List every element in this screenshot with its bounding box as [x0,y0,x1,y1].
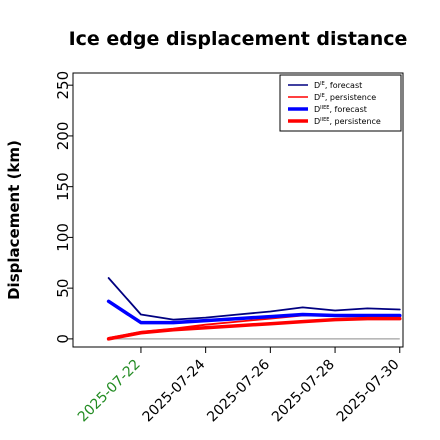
x-tick-label: 2025-07-24 [140,356,209,425]
x-tick-label: 2025-07-28 [269,357,338,426]
legend-label: DIIEE, persistence [314,117,381,126]
series-line-1 [107,277,401,321]
y-tick-label: 250 [54,71,72,100]
y-tick-label: 200 [54,122,72,151]
legend-label: DIE, persistence [314,93,376,102]
legend-label: DIIEE, forecast [314,105,367,114]
legend: DIE, forecast DIE, persistence DIIEE, fore… [279,74,402,132]
chart-title: Ice edge displacement distance [69,28,408,50]
y-tick-label: 50 [54,279,72,298]
series-layer [106,277,402,341]
x-axis-ticks: 2025-07-222025-07-242025-07-262025-07-28… [75,347,403,425]
x-tick-label: 2025-07-26 [204,356,273,425]
series-line-3 [106,299,402,325]
y-tick-label: 100 [54,223,72,252]
y-axis-ticks: 0 50 100 150 200 250 [54,71,73,344]
x-tick-label: 2025-07-30 [334,357,403,426]
y-axis-label: Displacement (km) [5,140,23,300]
y-tick-label: 0 [54,334,72,344]
y-tick-label: 150 [54,172,72,201]
legend-label: DIE, forecast [314,81,362,90]
series-line-4 [106,316,402,341]
plot-frame [72,72,404,348]
x-tick-label: 2025-07-22 [75,357,144,426]
